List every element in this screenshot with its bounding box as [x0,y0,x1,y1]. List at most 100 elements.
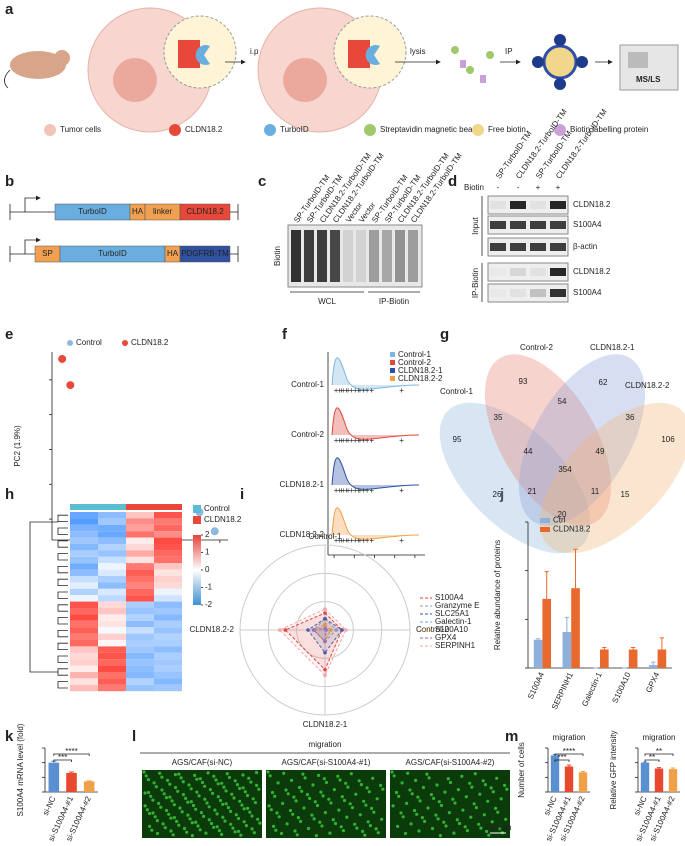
legend-label: TurboID [280,125,309,134]
cell-dot [220,832,224,837]
cell-dot [189,787,193,791]
cell-dot [436,817,440,821]
cell-dot [173,785,178,790]
cell-dot [481,779,485,783]
scale-label: -2 [205,600,213,609]
row-label: S100A4 [573,220,602,229]
sig-bracket [554,753,584,756]
cell-dot [438,834,442,838]
heat-cell [70,678,98,685]
cell-dot [146,790,151,795]
cell-dot [266,770,270,774]
cell-dot [172,803,176,807]
cell-dot [233,830,237,834]
cell-dot [365,786,369,790]
cell-dot [337,808,341,812]
blot-lane [369,230,379,282]
promoter [24,195,41,212]
sig-bracket [644,759,660,762]
cell-dot [144,774,148,778]
heat-cell [126,672,154,679]
cell-dot [301,772,305,776]
band [490,289,506,297]
band [550,221,566,229]
error-bar [566,764,572,767]
cell-dot [442,820,446,824]
venn-set [518,354,646,526]
band [510,268,526,276]
cell-dot [195,777,199,781]
blot-lane [408,230,418,282]
cell-dot [375,797,379,801]
heat-cell [98,684,126,692]
heat-cell [98,588,126,596]
cell-dot [234,813,238,817]
legend-swatch [193,516,201,524]
cell-dot [231,826,235,830]
radar-point [306,628,310,632]
radar-point [323,611,327,615]
cell-dot [374,827,378,831]
cell-dot [303,776,307,780]
heat-cell [154,601,182,608]
radar-line [278,608,347,677]
cell-dot [460,774,464,778]
heat-cell [126,684,154,692]
venn-count: 106 [661,435,675,444]
heat-cell [154,531,182,538]
cell-dot [319,790,323,794]
cell-dot [270,790,275,795]
cell-dot [367,790,371,794]
bar [578,772,588,792]
band [510,289,526,297]
panel-label: d [448,173,457,190]
cell-dot [366,820,370,824]
cell-dot [414,778,418,783]
cell-dot [495,776,499,780]
heat-cell [126,608,154,615]
group-label: WCL [318,297,336,306]
bar [571,588,580,668]
rug: + [349,486,354,495]
heat-cell [98,665,126,672]
rug: + [341,486,346,495]
cell-dot [185,830,189,834]
heat-cell [154,627,182,634]
cell-dot [444,824,448,828]
heat-cell [70,588,98,596]
cell-dot [425,772,429,776]
legend-label: Control [76,338,102,347]
significance: ** [656,747,662,756]
cell-dot [162,792,166,796]
panel-label: l [132,728,136,745]
blot-strip [487,215,569,235]
set-label: CLDN18.2-1 [590,343,635,352]
bar [657,649,667,668]
cell-dot [258,821,262,825]
rug: + [349,386,354,395]
cell-dot [194,807,198,811]
band [550,201,566,209]
band [530,201,546,209]
y-label: Number of cells [517,742,526,798]
heat-cell [70,608,98,615]
heat-cell [126,665,154,672]
heat-cell [98,544,126,551]
error-bar [659,637,665,650]
error-bar [573,548,578,589]
axis-label: Control-1 [309,532,342,541]
cell-dot [483,783,487,787]
rug: + [334,386,339,395]
dendrogram [57,642,68,650]
cell-dot [230,792,234,796]
error-bar [630,647,636,650]
cell-dot [255,783,259,788]
cell-dot [279,831,284,836]
cell-dot [292,795,296,799]
radar-point [323,622,327,627]
cell-dot [272,824,276,829]
cell-dot [401,815,405,819]
venn-count: 15 [621,490,630,499]
panel-title: AGS/CAF(si-NC) [172,758,233,767]
cell-dot [224,789,228,793]
